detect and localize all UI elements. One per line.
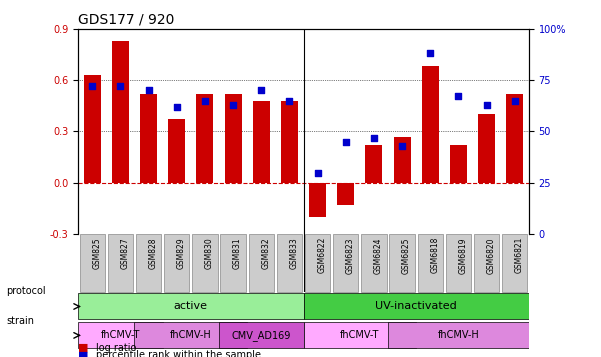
Bar (197, 94, 213, 183)
Bar (394, 136, 410, 183)
Text: GSM6824: GSM6824 (374, 237, 383, 273)
Text: GSM6820: GSM6820 (487, 237, 496, 273)
Text: UV-inactivated: UV-inactivated (375, 301, 457, 312)
Text: active: active (174, 301, 208, 312)
FancyBboxPatch shape (276, 234, 302, 292)
Bar (365, 145, 382, 183)
FancyBboxPatch shape (108, 234, 133, 292)
Point (172, 104, 182, 110)
Point (510, 98, 520, 104)
Bar (84, 75, 101, 183)
Point (87, 83, 97, 89)
FancyBboxPatch shape (474, 234, 499, 292)
Bar (112, 41, 129, 183)
Text: GSM832: GSM832 (261, 237, 270, 269)
Bar (168, 119, 185, 183)
Text: GSM833: GSM833 (290, 237, 299, 269)
Point (285, 98, 294, 104)
Point (257, 87, 266, 93)
Text: GSM827: GSM827 (120, 237, 129, 269)
FancyBboxPatch shape (304, 293, 529, 320)
FancyBboxPatch shape (219, 322, 304, 348)
Bar (253, 101, 270, 183)
FancyBboxPatch shape (418, 234, 443, 292)
Text: fhCMV-T: fhCMV-T (340, 330, 380, 341)
FancyBboxPatch shape (136, 234, 161, 292)
Text: GSM6825: GSM6825 (402, 237, 411, 273)
Text: GSM6819: GSM6819 (459, 237, 468, 273)
FancyBboxPatch shape (388, 322, 529, 348)
Point (200, 98, 210, 104)
FancyBboxPatch shape (79, 234, 105, 292)
Text: ■: ■ (78, 350, 88, 357)
Text: ■: ■ (78, 343, 88, 353)
FancyBboxPatch shape (333, 234, 358, 292)
Point (369, 135, 379, 140)
FancyBboxPatch shape (502, 234, 528, 292)
Point (144, 87, 153, 93)
Point (426, 50, 435, 56)
FancyBboxPatch shape (446, 234, 471, 292)
Point (313, 170, 322, 175)
FancyBboxPatch shape (221, 234, 246, 292)
Point (454, 94, 463, 99)
FancyBboxPatch shape (78, 293, 304, 320)
FancyBboxPatch shape (305, 234, 331, 292)
Text: GSM6818: GSM6818 (430, 237, 439, 273)
FancyBboxPatch shape (304, 322, 416, 348)
Bar (140, 94, 157, 183)
Text: GSM825: GSM825 (92, 237, 101, 269)
Text: protocol: protocol (6, 286, 46, 296)
Point (341, 139, 350, 145)
FancyBboxPatch shape (135, 322, 247, 348)
Text: GDS177 / 920: GDS177 / 920 (78, 12, 174, 26)
Text: GSM6822: GSM6822 (317, 237, 326, 273)
FancyBboxPatch shape (192, 234, 218, 292)
Text: GSM831: GSM831 (233, 237, 242, 269)
FancyBboxPatch shape (78, 322, 163, 348)
Text: fhCMV-H: fhCMV-H (438, 330, 480, 341)
Text: fhCMV-H: fhCMV-H (170, 330, 212, 341)
FancyBboxPatch shape (164, 234, 189, 292)
Bar (506, 94, 523, 183)
Point (115, 83, 125, 89)
Text: GSM830: GSM830 (205, 237, 214, 269)
Text: CMV_AD169: CMV_AD169 (231, 330, 291, 341)
Bar (337, 183, 354, 205)
FancyBboxPatch shape (249, 234, 274, 292)
Text: percentile rank within the sample: percentile rank within the sample (96, 350, 261, 357)
Point (482, 102, 492, 107)
Bar (225, 94, 242, 183)
Text: GSM6823: GSM6823 (346, 237, 355, 273)
Bar (422, 66, 439, 183)
FancyBboxPatch shape (361, 234, 386, 292)
Text: strain: strain (6, 316, 34, 326)
Text: GSM828: GSM828 (148, 237, 157, 268)
Point (397, 143, 407, 149)
Point (228, 102, 238, 107)
Bar (281, 101, 298, 183)
FancyBboxPatch shape (389, 234, 415, 292)
Text: GSM829: GSM829 (177, 237, 186, 269)
Text: GSM6821: GSM6821 (515, 237, 524, 273)
Text: fhCMV-T: fhCMV-T (101, 330, 140, 341)
Bar (450, 145, 467, 183)
Bar (478, 114, 495, 183)
Text: log ratio: log ratio (96, 343, 136, 353)
Bar (309, 183, 326, 217)
